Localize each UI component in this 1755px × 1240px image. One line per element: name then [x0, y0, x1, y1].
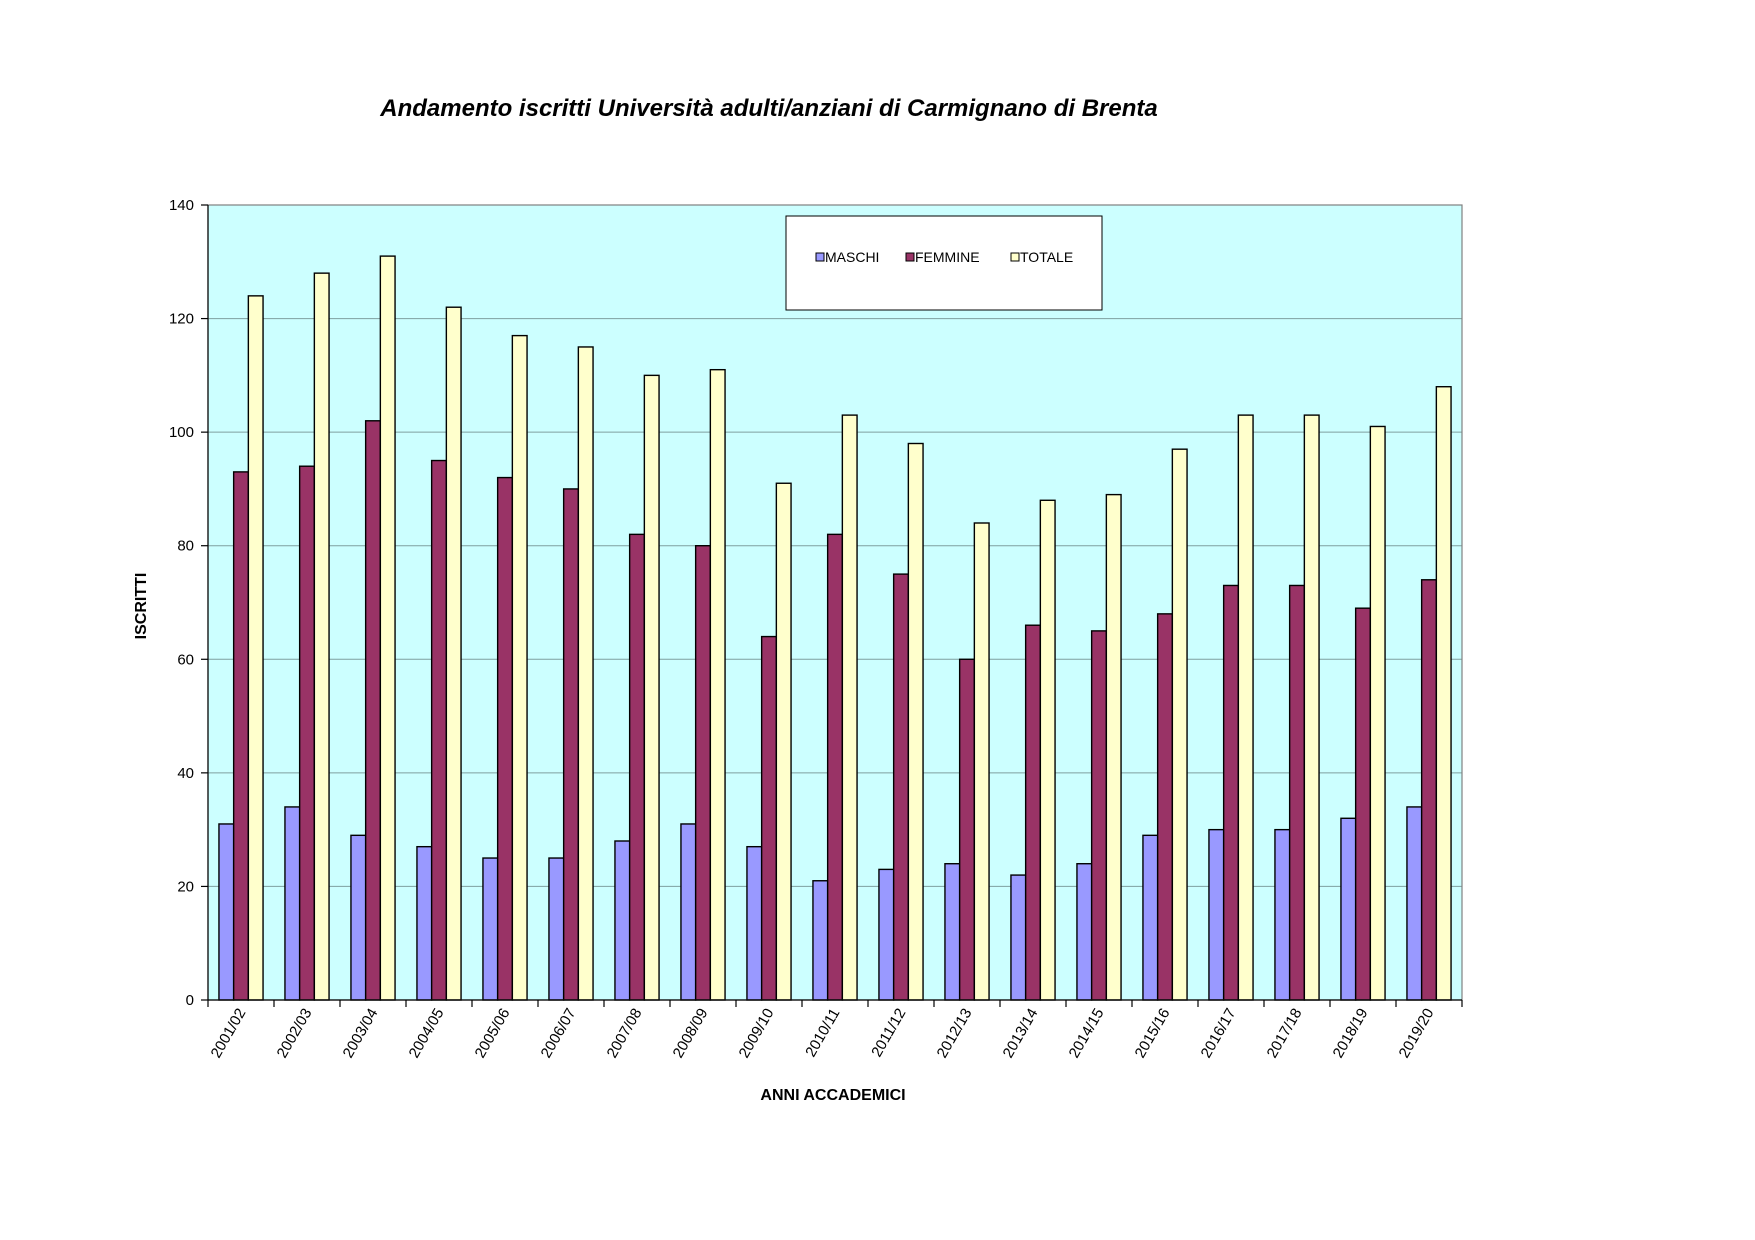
bar-maschi-2005-06	[482, 857, 499, 1001]
x-tick-label: 2007/08	[604, 1006, 646, 1061]
bar-femmine-2007-08	[628, 533, 646, 1001]
bar-maschi-2019-20	[1406, 806, 1423, 1001]
bar-femmine-2005-06	[496, 476, 514, 1001]
bar-femmine-2002-03	[298, 465, 316, 1001]
bar-femmine-2018-19	[1354, 607, 1372, 1001]
bar-totale-2007-08	[643, 374, 660, 1001]
x-tick-label: 2001/02	[208, 1006, 250, 1061]
x-tick-label: 2009/10	[736, 1006, 778, 1061]
bar-maschi-2014-15	[1076, 863, 1093, 1001]
bar-maschi-2013-14	[1010, 874, 1027, 1001]
bar-femmine-2009-10	[760, 635, 778, 1001]
x-tick-label: 2017/18	[1264, 1006, 1306, 1061]
bar-femmine-2004-05	[430, 459, 448, 1001]
x-tick-label: 2003/04	[340, 1006, 382, 1061]
bar-totale-2019-20	[1435, 386, 1452, 1001]
bar-femmine-2001-02	[232, 471, 250, 1001]
bar-maschi-2018-19	[1340, 817, 1357, 1001]
x-tick-label: 2016/17	[1198, 1006, 1240, 1061]
bar-femmine-2017-18	[1288, 584, 1306, 1001]
legend-swatch-totale	[1010, 252, 1020, 262]
y-tick-label: 20	[177, 878, 194, 895]
bar-maschi-2002-03	[284, 806, 301, 1001]
x-tick-label: 2013/14	[1000, 1006, 1042, 1061]
bar-femmine-2012-13	[958, 658, 976, 1001]
legend-label-femmine: FEMMINE	[915, 249, 980, 265]
x-axis-title: ANNI ACCADEMICI	[760, 1087, 905, 1104]
bar-totale-2014-15	[1105, 493, 1122, 1001]
y-tick-label: 140	[169, 197, 194, 214]
x-tick-label: 2012/13	[934, 1006, 976, 1061]
bar-femmine-2008-09	[694, 545, 712, 1001]
legend-box	[785, 215, 1103, 311]
bar-maschi-2017-18	[1274, 828, 1291, 1001]
x-tick-label: 2006/07	[538, 1006, 580, 1061]
bar-femmine-2010-11	[826, 533, 844, 1001]
bar-totale-2006-07	[577, 346, 594, 1001]
bar-totale-2011-12	[907, 442, 924, 1001]
bar-maschi-2015-16	[1142, 834, 1159, 1001]
bar-maschi-2003-04	[350, 834, 367, 1001]
bar-totale-2018-19	[1369, 425, 1386, 1001]
y-tick-label: 100	[169, 424, 194, 441]
bar-femmine-2003-04	[364, 420, 382, 1001]
y-tick-label: 40	[177, 765, 194, 782]
bar-femmine-2006-07	[562, 488, 580, 1001]
bar-totale-2017-18	[1303, 414, 1320, 1001]
bar-totale-2008-09	[709, 368, 726, 1001]
bar-totale-2001-02	[247, 295, 264, 1001]
bar-maschi-2010-11	[812, 880, 829, 1001]
bar-femmine-2011-12	[892, 573, 910, 1001]
bar-maschi-2001-02	[218, 823, 235, 1001]
chart-title: Andamento iscritti Università adulti/anz…	[379, 95, 1157, 122]
bar-maschi-2016-17	[1208, 828, 1225, 1001]
bar-maschi-2009-10	[746, 845, 763, 1001]
bar-totale-2012-13	[973, 522, 990, 1001]
bar-totale-2010-11	[841, 414, 858, 1001]
bar-totale-2004-05	[445, 306, 462, 1001]
bar-femmine-2019-20	[1420, 579, 1438, 1001]
bar-totale-2009-10	[775, 482, 792, 1001]
y-tick-label: 80	[177, 538, 194, 555]
bar-totale-2016-17	[1237, 414, 1254, 1001]
bar-maschi-2012-13	[944, 863, 961, 1001]
bar-maschi-2006-07	[548, 857, 565, 1001]
bar-maschi-2011-12	[878, 868, 895, 1001]
x-tick-label: 2004/05	[406, 1006, 448, 1061]
bar-femmine-2014-15	[1090, 630, 1108, 1001]
y-tick-label: 0	[186, 992, 194, 1009]
bar-totale-2013-14	[1039, 499, 1056, 1001]
legend-label-totale: TOTALE	[1020, 249, 1073, 265]
x-tick-label: 2011/12	[868, 1006, 909, 1060]
plot-area: 0 20 40 60 80 100 120 140 2001/02 2002/03 2003/04 2…	[169, 197, 1463, 1061]
x-tick-label: 2002/03	[274, 1006, 316, 1061]
x-tick-label: 2005/06	[472, 1006, 514, 1061]
legend-swatch-femmine	[905, 252, 915, 262]
y-tick-label: 60	[177, 651, 194, 668]
bar-totale-2005-06	[511, 334, 528, 1001]
legend-label-maschi: MASCHI	[825, 249, 879, 265]
bar-maschi-2008-09	[680, 823, 697, 1001]
bar-totale-2002-03	[313, 272, 330, 1001]
bar-maschi-2004-05	[416, 845, 433, 1001]
bar-maschi-2007-08	[614, 840, 631, 1001]
legend: MASCHI FEMMINE TOTALE	[785, 215, 1103, 311]
x-tick-label: 2018/19	[1330, 1006, 1372, 1061]
bar-totale-2003-04	[379, 255, 396, 1001]
bar-femmine-2013-14	[1024, 624, 1042, 1001]
bar-femmine-2016-17	[1222, 584, 1240, 1001]
legend-swatch-maschi	[815, 252, 825, 262]
x-tick-label: 2019/20	[1396, 1006, 1438, 1061]
x-tick-label: 2010/11	[802, 1006, 843, 1060]
bar-femmine-2015-16	[1156, 613, 1174, 1001]
y-axis-title: ISCRITTI	[133, 573, 150, 640]
x-tick-label: 2008/09	[670, 1006, 712, 1061]
x-tick-label: 2014/15	[1066, 1006, 1108, 1061]
y-tick-label: 120	[169, 311, 194, 328]
x-tick-label: 2015/16	[1132, 1006, 1174, 1061]
bar-totale-2015-16	[1171, 448, 1188, 1001]
